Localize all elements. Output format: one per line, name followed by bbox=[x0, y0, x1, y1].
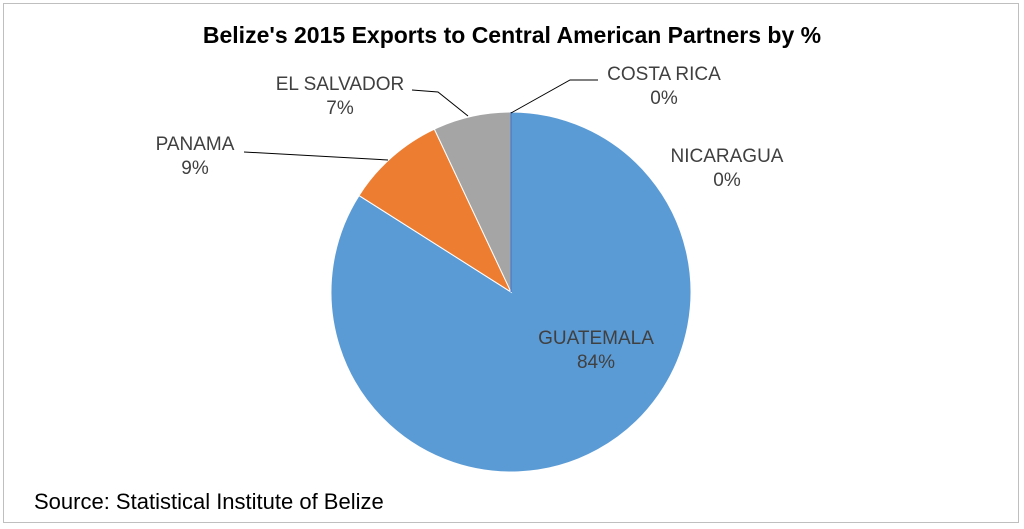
data-label-value-el-salvador: 7% bbox=[326, 98, 354, 119]
pie-slice-panama bbox=[358, 128, 513, 294]
leader-line-costa-rica bbox=[510, 79, 598, 114]
data-label-name-el-salvador: EL SALVADOR bbox=[276, 74, 404, 95]
data-label-name-guatemala: GUATEMALA bbox=[538, 328, 654, 349]
leader-line-panama bbox=[243, 151, 389, 161]
data-label-name-costa-rica: COSTA RICA bbox=[607, 64, 721, 85]
leader-line-el-salvador bbox=[411, 89, 469, 117]
pie-slice-guatemala bbox=[330, 111, 692, 473]
data-label-value-panama: 9% bbox=[181, 158, 209, 179]
data-label-name-nicaragua: NICARAGUA bbox=[671, 146, 784, 167]
data-label-value-nicaragua: 0% bbox=[713, 170, 741, 191]
chart-title: Belize's 2015 Exports to Central America… bbox=[202, 22, 822, 48]
data-label-value-guatemala: 84% bbox=[577, 352, 615, 373]
chart-source: Source: Statistical Institute of Belize bbox=[34, 489, 384, 514]
data-label-value-costa-rica: 0% bbox=[650, 88, 678, 109]
data-label-name-panama: PANAMA bbox=[156, 134, 235, 155]
